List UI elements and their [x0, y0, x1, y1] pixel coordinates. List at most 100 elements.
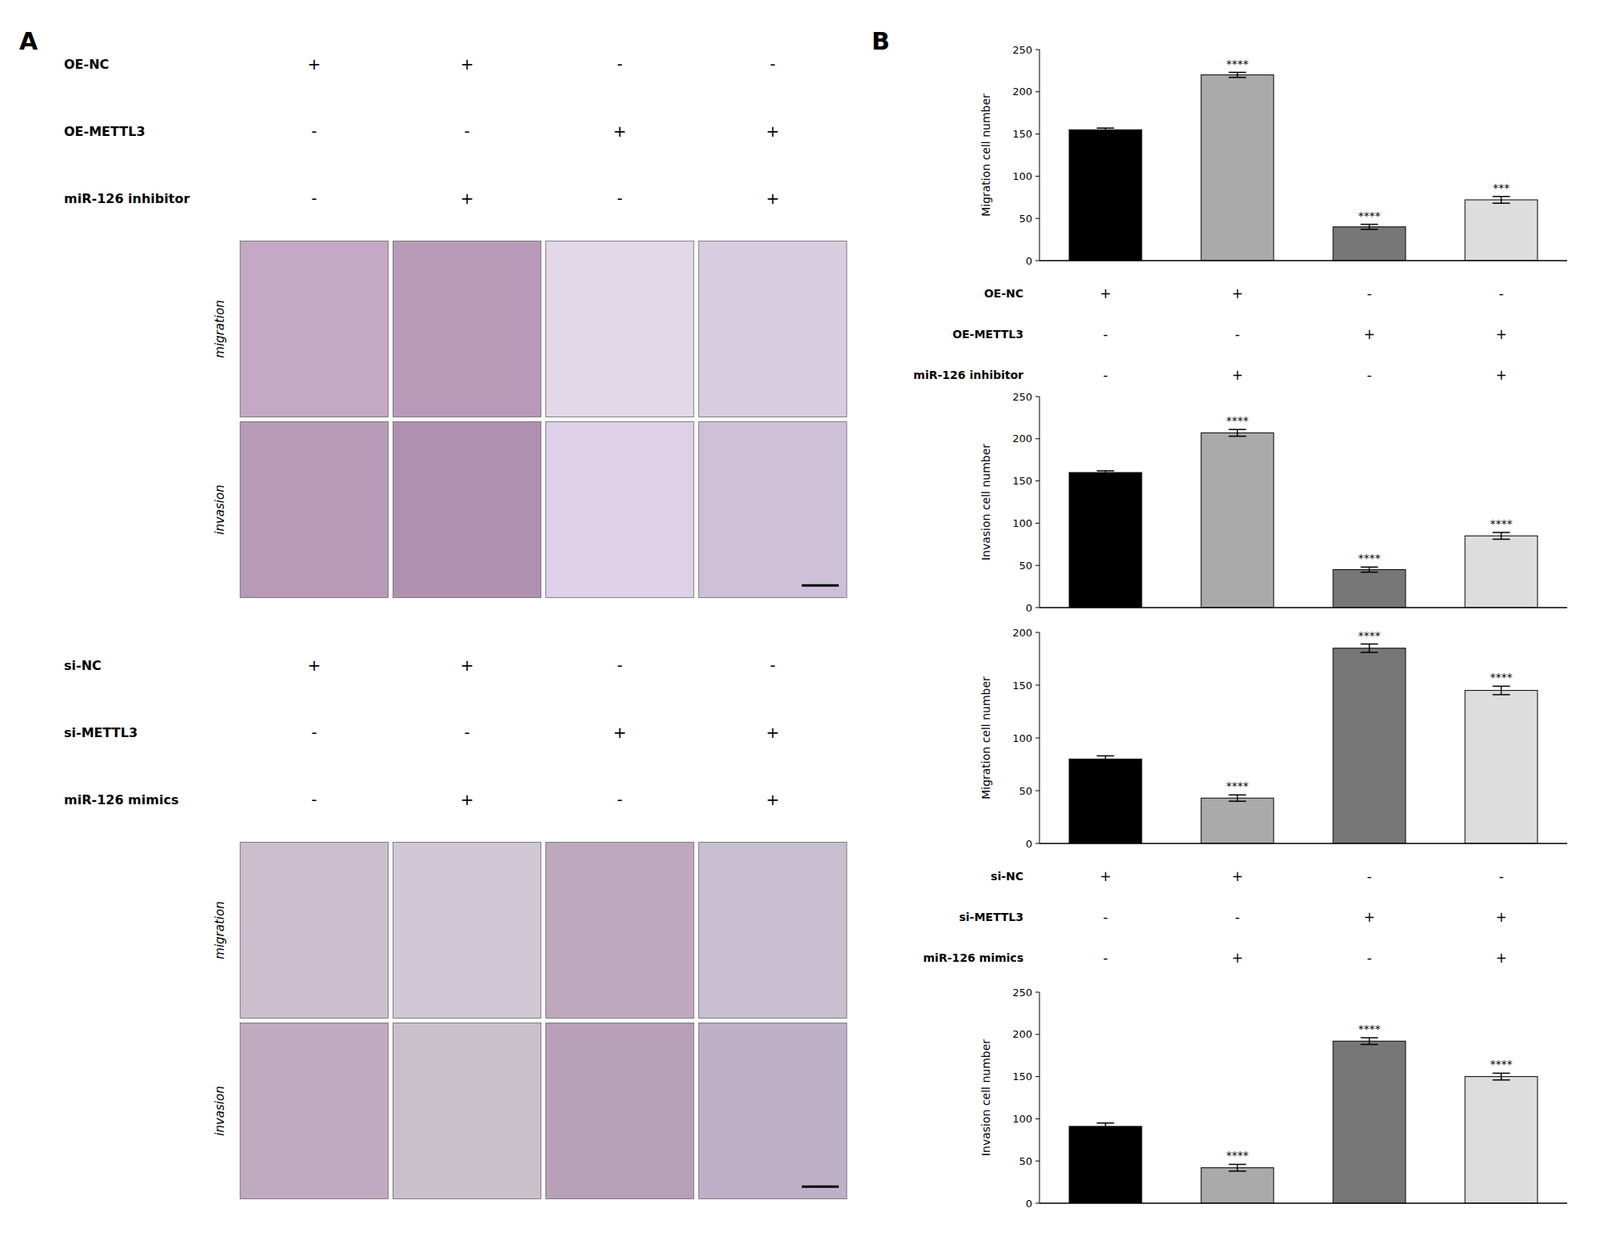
image-placeholder	[546, 240, 695, 417]
y-tick-label: 150	[1012, 1070, 1033, 1083]
error-stem	[1500, 686, 1503, 695]
y-tick	[1035, 91, 1040, 92]
condition-sign: -	[770, 54, 776, 74]
error-cap	[1492, 202, 1511, 204]
y-axis-line	[1039, 49, 1041, 261]
marks	[1069, 644, 1538, 844]
significance-label: ****	[1490, 517, 1513, 531]
condition-sign: -	[311, 722, 317, 743]
condition-sign: +	[1099, 285, 1111, 302]
condition-sign: +	[1495, 367, 1507, 384]
error-cap	[1097, 762, 1115, 764]
y-tick	[1035, 738, 1040, 739]
marks	[1069, 72, 1538, 261]
image-panel: OE-NC++--OE-METTL3--++miR-126 inhibitor-…	[63, 54, 847, 598]
bar	[1200, 798, 1274, 844]
y-tick-label: 100	[1012, 517, 1033, 530]
y-tick-label: 150	[1012, 679, 1033, 692]
y-tick-label: 200	[1012, 85, 1033, 98]
error-cap	[1360, 1037, 1379, 1039]
condition-sign: -	[1366, 285, 1372, 302]
condition-sign: -	[1366, 868, 1372, 885]
error-cap	[1097, 131, 1115, 133]
y-tick	[1035, 632, 1040, 634]
y-tick-label: 250	[1012, 986, 1033, 999]
marks	[1069, 429, 1538, 608]
error-cap	[1492, 1079, 1511, 1082]
condition-label: si-NC	[63, 658, 102, 674]
condition-label: OE-METTL3	[952, 327, 1024, 341]
image-placeholder	[546, 841, 695, 1018]
image-placeholder	[392, 841, 541, 1018]
y-tick-label: 150	[1012, 474, 1033, 487]
condition-sign: -	[311, 188, 317, 208]
image-placeholder	[698, 421, 847, 598]
error-stem	[1500, 1073, 1503, 1080]
condition-sign: +	[1231, 868, 1243, 885]
error-bar	[1097, 1123, 1115, 1130]
image-placeholder	[239, 1022, 388, 1199]
y-tick	[1035, 260, 1040, 262]
bar	[1332, 1041, 1406, 1204]
condition-label: miR-126 mimics	[63, 792, 179, 808]
error-stem	[1236, 1164, 1239, 1171]
scale-bar	[801, 584, 839, 587]
error-cap	[1097, 473, 1115, 475]
condition-sign: +	[460, 790, 475, 810]
y-tick	[1035, 565, 1040, 567]
error-stem	[1368, 566, 1371, 572]
condition-sign: -	[617, 54, 623, 74]
y-tick	[1035, 992, 1040, 994]
image-placeholder	[392, 1022, 541, 1199]
y-tick	[1035, 1033, 1040, 1035]
condition-label: OE-METTL3	[63, 123, 146, 140]
error-cap	[1097, 127, 1115, 129]
error-bar	[1228, 794, 1247, 802]
bar	[1069, 1126, 1142, 1204]
x-axis-line	[1039, 259, 1568, 262]
y-tick-label: 0	[1025, 1197, 1033, 1210]
image-row-label: migration	[212, 299, 228, 358]
significance-label: ***	[1492, 181, 1510, 195]
scale-bar	[801, 1185, 839, 1189]
error-cap	[1097, 470, 1115, 472]
y-axis-line	[1039, 396, 1041, 608]
significance-label: ****	[1226, 1149, 1249, 1162]
image-placeholder	[546, 421, 695, 598]
bar	[1332, 227, 1406, 261]
bar	[1464, 199, 1538, 261]
bar	[1464, 690, 1538, 844]
image-panel: si-NC++--si-METTL3--++miR-126 mimics-+-+…	[63, 655, 847, 1199]
error-cap	[1492, 538, 1511, 541]
error-bar	[1492, 196, 1511, 204]
significance-label: ****	[1358, 551, 1381, 565]
y-tick	[1035, 175, 1040, 177]
error-cap	[1360, 566, 1379, 569]
y-tick-label: 100	[1012, 170, 1033, 183]
x-axis-line	[1039, 842, 1568, 845]
y-tick-label: 100	[1012, 1113, 1033, 1126]
image-row-label: migration	[212, 901, 228, 959]
error-bar	[1228, 72, 1247, 78]
y-tick	[1035, 1076, 1040, 1078]
error-cap	[1360, 223, 1379, 226]
condition-sign: -	[463, 722, 470, 743]
y-tick	[1035, 49, 1040, 51]
error-cap	[1492, 195, 1511, 198]
condition-sign: +	[1495, 909, 1507, 926]
bar	[1069, 758, 1142, 844]
error-cap	[1492, 1073, 1511, 1075]
image-row-label: invasion	[212, 484, 228, 535]
error-cap	[1097, 755, 1115, 758]
condition-sign: +	[766, 121, 780, 141]
bar-chart: ***********050100150200250Migration cell…	[979, 43, 1568, 268]
bar	[1069, 472, 1142, 608]
condition-sign: -	[1102, 326, 1108, 343]
condition-sign: -	[1102, 949, 1108, 966]
y-tick	[1035, 480, 1040, 482]
error-bar	[1097, 470, 1115, 475]
error-bar	[1097, 755, 1115, 763]
error-stem	[1368, 644, 1371, 654]
error-bar	[1360, 644, 1379, 654]
error-cap	[1360, 1044, 1379, 1046]
